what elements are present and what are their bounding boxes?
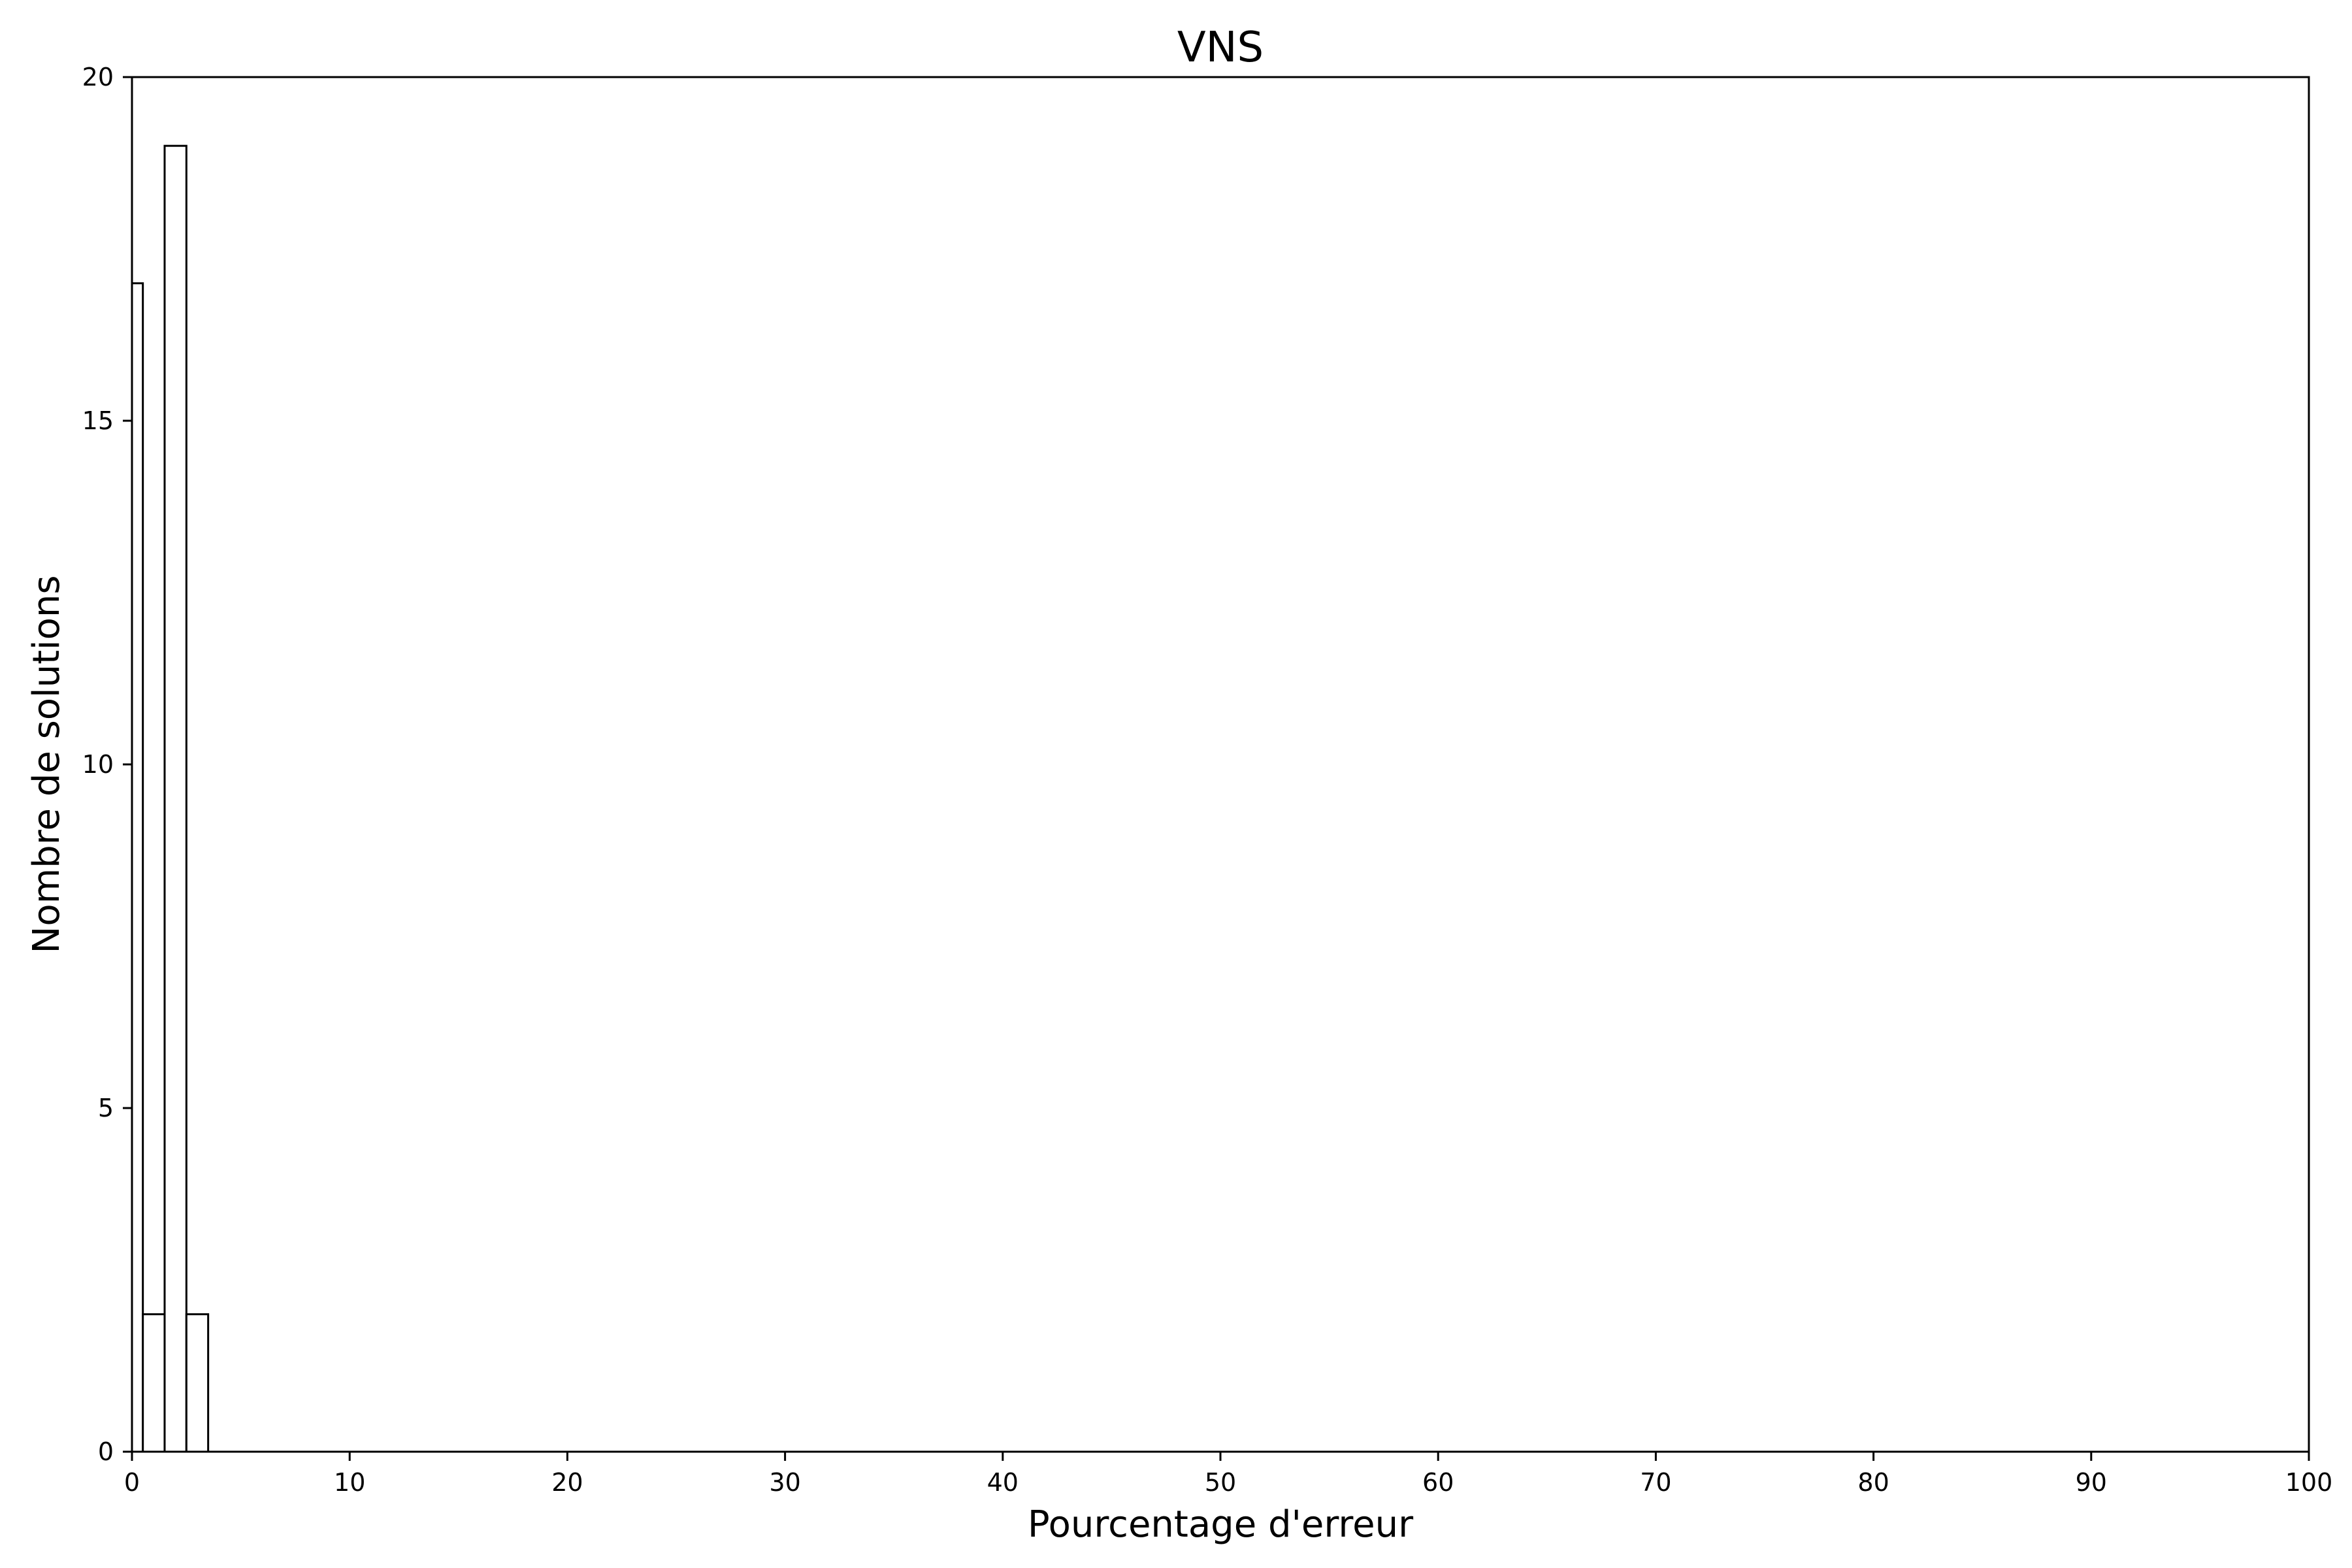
x-tick-label: 50 [1205, 1468, 1236, 1497]
x-tick-label: 0 [124, 1468, 140, 1497]
histogram-bar [163, 144, 188, 1453]
y-tick-label: 20 [82, 63, 114, 91]
x-tick-label: 80 [1857, 1468, 1889, 1497]
histogram-bar [142, 1313, 166, 1453]
y-tick-label: 10 [82, 750, 114, 779]
y-axis: 0 5 10 15 20 [82, 63, 132, 1466]
x-tick-label: 60 [1422, 1468, 1454, 1497]
x-axis: 0 10 20 30 40 50 60 70 80 90 100 [124, 1452, 2332, 1497]
y-tick-label: 15 [82, 406, 114, 435]
chart-title: VNS [1177, 24, 1264, 72]
y-axis-label: Nombre de solutions [25, 575, 68, 953]
histogram-bar [131, 282, 144, 1453]
y-tick-label: 0 [98, 1437, 114, 1466]
bars-group [131, 144, 210, 1453]
y-tick-label: 5 [98, 1094, 114, 1122]
plot-frame [131, 76, 2310, 1453]
x-tick-label: 30 [769, 1468, 800, 1497]
x-tick-label: 10 [334, 1468, 365, 1497]
x-tick-label: 20 [551, 1468, 583, 1497]
x-tick-label: 90 [2076, 1468, 2107, 1497]
x-tick-label: 100 [2285, 1468, 2333, 1497]
histogram-bar [185, 1313, 210, 1453]
x-axis-label: Pourcentage d'erreur [1028, 1503, 1414, 1546]
x-tick-label: 40 [987, 1468, 1019, 1497]
x-tick-label: 70 [1640, 1468, 1671, 1497]
